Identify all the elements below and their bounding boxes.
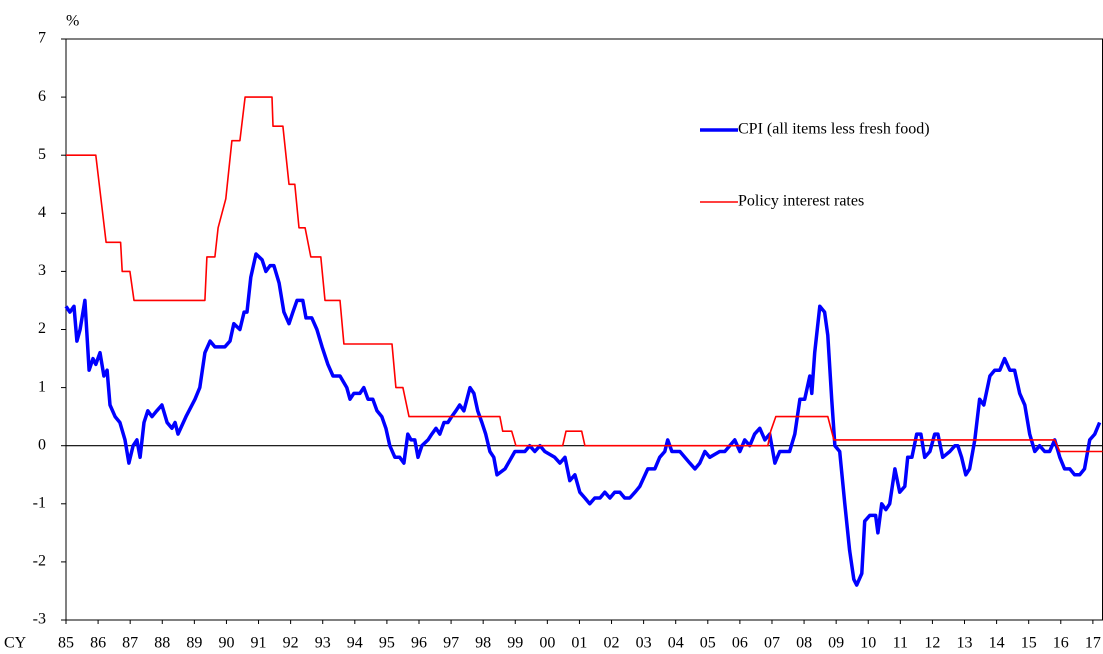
x-tick-label: 93	[315, 635, 331, 652]
plot-frame	[65, 38, 1103, 621]
x-tick-label: 99	[507, 635, 523, 652]
x-tick-label: 03	[636, 635, 652, 652]
x-tick-label: 91	[251, 635, 267, 652]
x-tick-label: 06	[732, 635, 748, 652]
x-tick-label: 13	[957, 635, 973, 652]
series-line	[66, 96, 1103, 453]
x-tick-label: 01	[571, 635, 587, 652]
x-tick-label: 04	[668, 635, 684, 652]
x-tick-label: 95	[379, 635, 395, 652]
y-tick-label: 0	[38, 436, 46, 453]
x-tick-label: 16	[1053, 635, 1069, 652]
legend-label: Policy interest rates	[738, 193, 864, 210]
legend-label: CPI (all items less fresh food)	[738, 121, 930, 138]
y-tick-label: 3	[38, 262, 46, 279]
x-tick-label: 94	[347, 635, 363, 652]
y-tick-label: -1	[33, 494, 46, 511]
y-tick-label: 7	[38, 30, 46, 47]
y-axis-label: %	[66, 13, 79, 30]
x-tick-label: 11	[893, 635, 908, 652]
y-tick-label: 1	[38, 378, 46, 395]
x-tick-label: 15	[1021, 635, 1037, 652]
x-tick-label: 05	[700, 635, 716, 652]
x-tick-label: 97	[443, 635, 459, 652]
x-tick-label: 90	[218, 635, 234, 652]
x-tick-label: 98	[475, 635, 491, 652]
x-tick-label: 09	[828, 635, 844, 652]
x-tick-label: 86	[90, 635, 106, 652]
y-tick-label: -2	[33, 553, 46, 570]
x-tick-label: 10	[860, 635, 876, 652]
x-tick-label: 85	[58, 635, 74, 652]
x-tick-label: 92	[283, 635, 299, 652]
x-tick-label: 14	[989, 635, 1005, 652]
x-tick-label: 96	[411, 635, 427, 652]
x-tick-label: 12	[924, 635, 940, 652]
x-tick-label: 00	[539, 635, 555, 652]
y-tick-label: -3	[33, 611, 46, 628]
x-tick-label: 17	[1085, 635, 1101, 652]
y-tick-label: 6	[38, 88, 46, 105]
x-tick-label: 07	[764, 635, 780, 652]
y-tick-label: 5	[38, 146, 46, 163]
x-tick-label: 02	[604, 635, 620, 652]
x-tick-label: 89	[186, 635, 202, 652]
series-line	[64, 252, 1102, 587]
x-tick-label: 87	[122, 635, 138, 652]
y-tick-label: 4	[38, 204, 46, 221]
x-tick-label: 08	[796, 635, 812, 652]
y-tick-label: 2	[38, 320, 46, 337]
x-axis-label: CY	[4, 635, 27, 652]
x-tick-label: 88	[154, 635, 170, 652]
